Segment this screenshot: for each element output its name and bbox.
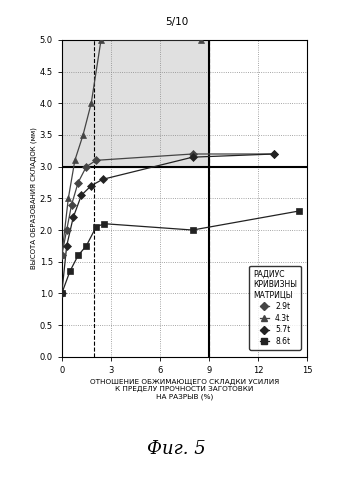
Text: 5/10: 5/10 [165,17,188,27]
Text: Фиг. 5: Фиг. 5 [147,440,206,458]
Legend: 2.9t, 4.3t, 5.7t, 8.6t: 2.9t, 4.3t, 5.7t, 8.6t [249,265,301,350]
Y-axis label: ВЫСОТА ОБРАЗОВАНИЯ СКЛАДОК (мм): ВЫСОТА ОБРАЗОВАНИЯ СКЛАДОК (мм) [30,127,37,269]
X-axis label: ОТНОШЕНИЕ ОБЖИМАЮЩЕГО СКЛАДКИ УСИЛИЯ
К ПРЕДЕЛУ ПРОЧНОСТИ ЗАГОТОВКИ
НА РАЗРЫВ (%): ОТНОШЕНИЕ ОБЖИМАЮЩЕГО СКЛАДКИ УСИЛИЯ К П… [90,379,279,400]
